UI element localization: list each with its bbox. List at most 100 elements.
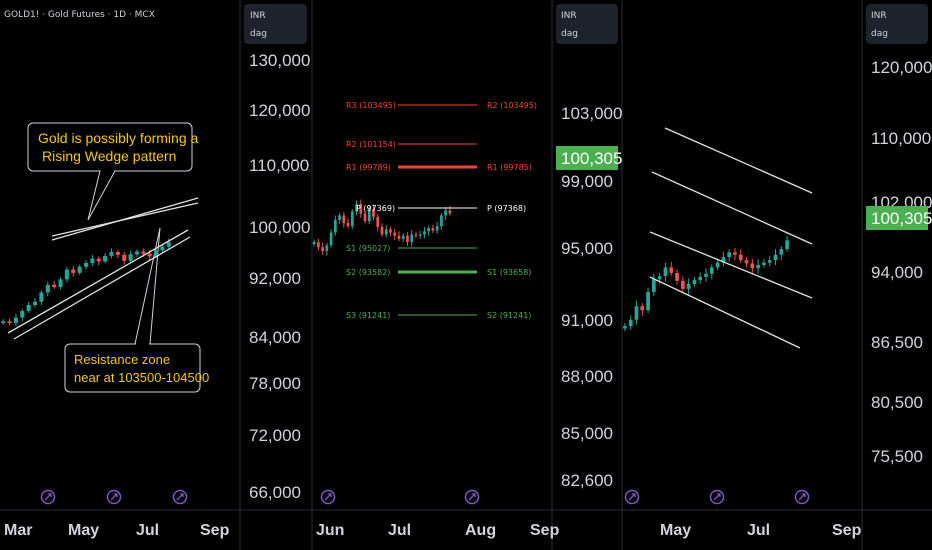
time-label: May — [660, 522, 691, 539]
pivot-label: R1 (99789) — [346, 163, 391, 172]
price-tick: 82,600 — [561, 471, 613, 490]
candle — [785, 236, 789, 252]
candle — [435, 221, 439, 234]
candle — [692, 276, 697, 287]
candle — [325, 242, 329, 256]
flag-icon[interactable] — [794, 489, 810, 505]
channel-line[interactable] — [649, 231, 813, 299]
last-price: 100,305 — [561, 149, 622, 168]
price-tick: 120,000 — [871, 58, 932, 77]
candle — [410, 230, 414, 247]
candle — [704, 268, 708, 282]
currency-box-middle[interactable]: INR dag — [244, 4, 307, 44]
pivot-levels[interactable]: R3 (103495) R2 (103495) R2 (101154) R1 (997… — [346, 101, 537, 320]
right-price-axis-left[interactable] — [552, 0, 622, 550]
candle — [646, 287, 650, 314]
tick-labels: 130,000 120,000 110,000 100,000 92,000 84,000… — [4, 51, 932, 539]
candle — [338, 212, 341, 224]
right-price-axis-right[interactable] — [862, 0, 932, 550]
price-tick: 130,000 — [249, 51, 310, 70]
candle — [122, 251, 127, 265]
wedge-trendlines[interactable] — [7, 197, 199, 340]
last-price-badge: 100,305 — [556, 146, 622, 170]
currency-box-far-right[interactable]: INR dag — [866, 4, 928, 44]
middle-price-axis[interactable] — [240, 0, 312, 550]
candle — [397, 231, 401, 242]
candle — [333, 215, 337, 236]
candle — [1, 319, 6, 325]
pivot-label: S1 (95027) — [346, 244, 390, 253]
candle — [663, 263, 668, 282]
wedge-callout[interactable]: Gold is possibly forming a Rising Wedge … — [27, 122, 199, 221]
channel-line[interactable] — [651, 171, 813, 245]
candle — [669, 261, 674, 276]
flag-icon[interactable] — [320, 489, 336, 505]
pivot-label: S3 (91241) — [346, 311, 390, 320]
pivot-label-right: S1 (93658) — [487, 268, 531, 277]
flag-icon[interactable] — [709, 489, 725, 505]
time-label: Jul — [747, 522, 770, 539]
currency-box-right[interactable]: INR dag — [556, 4, 618, 44]
candle — [431, 224, 435, 233]
candle — [367, 205, 371, 225]
flag-icon[interactable] — [624, 489, 640, 505]
candle — [675, 269, 679, 285]
resistance-callout[interactable]: Resistance zone near at 103500-104500 — [64, 227, 209, 393]
channel-lines[interactable] — [649, 127, 813, 349]
left-candles — [1, 238, 171, 327]
price-badges: 100,305 100,305 — [556, 146, 932, 230]
candle — [363, 210, 367, 224]
time-label: Jul — [388, 522, 411, 539]
candle — [709, 264, 714, 280]
pivot-label-right: S2 (91241) — [487, 311, 531, 320]
flag-icon[interactable] — [172, 489, 188, 505]
candle — [427, 225, 431, 236]
candle — [640, 303, 645, 316]
price-tick: 94,000 — [871, 263, 923, 282]
wedge-annotation-line2: Rising Wedge pattern — [42, 148, 176, 164]
candle — [652, 273, 656, 296]
flag-icon[interactable] — [40, 489, 56, 505]
trendline[interactable] — [51, 202, 199, 237]
candle — [727, 249, 732, 262]
candle — [342, 211, 346, 228]
price-tick: 80,500 — [871, 393, 923, 412]
trendline[interactable] — [7, 229, 189, 334]
resistance-annotation-line2: near at 103500-104500 — [74, 370, 209, 385]
candle — [418, 231, 422, 239]
candle — [372, 204, 375, 221]
price-tick: 110,000 — [249, 156, 309, 175]
candle — [346, 218, 350, 229]
candle — [698, 272, 703, 284]
candle — [389, 226, 392, 237]
flag-icon[interactable] — [106, 489, 122, 505]
price-tick: 92,000 — [249, 269, 301, 288]
price-tick: 120,000 — [249, 101, 310, 120]
candle — [750, 259, 755, 273]
candle — [756, 259, 760, 274]
candle — [71, 265, 76, 277]
candle — [634, 300, 639, 325]
candle — [317, 238, 320, 251]
resistance-annotation-line1: Resistance zone — [74, 352, 170, 367]
candle — [134, 249, 140, 257]
candle — [767, 255, 772, 267]
event-icons[interactable] — [40, 489, 810, 505]
price-tick: 103,000 — [561, 104, 622, 123]
candle — [64, 266, 69, 283]
currency-label: INR — [561, 11, 577, 21]
candle — [13, 313, 18, 327]
flag-icon[interactable] — [464, 489, 480, 505]
price-tick: 72,000 — [249, 426, 301, 445]
right-candles — [623, 236, 789, 332]
axis-note: dag — [561, 29, 578, 39]
candle — [779, 245, 784, 261]
candle — [744, 257, 749, 268]
candle — [406, 232, 409, 246]
channel-line[interactable] — [664, 127, 813, 194]
channel-line[interactable] — [649, 276, 801, 349]
pivot-label-right: P (97368) — [487, 204, 526, 213]
candle — [359, 199, 363, 219]
trendline[interactable] — [13, 236, 191, 340]
